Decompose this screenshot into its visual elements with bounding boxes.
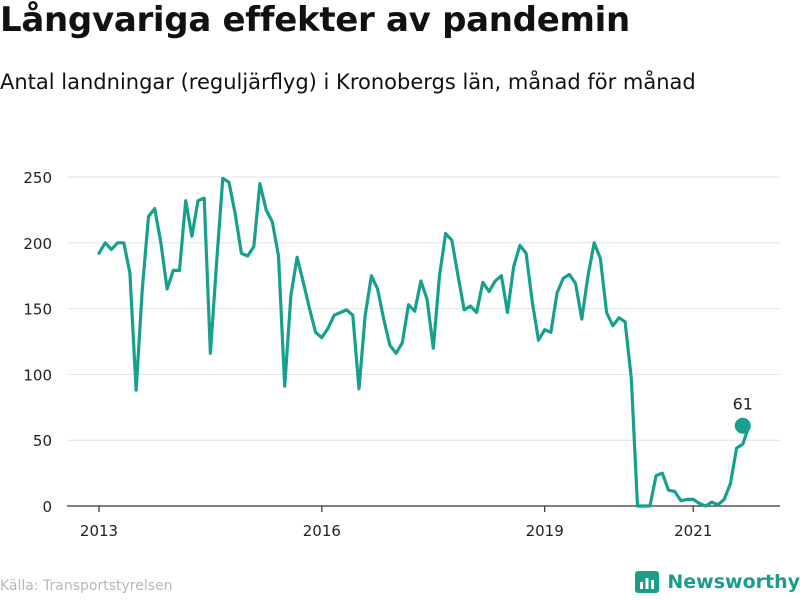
last-point-marker xyxy=(734,417,751,434)
y-tick-label: 100 xyxy=(23,366,52,384)
x-tick-label: 2019 xyxy=(526,522,564,540)
y-axis-ticks: 0 50 100 150 200 250 xyxy=(23,169,52,516)
newsworthy-chart-icon xyxy=(635,571,660,593)
series-line xyxy=(97,176,751,508)
brand-name: Newsworthy xyxy=(667,571,800,593)
y-tick-label: 200 xyxy=(23,235,52,253)
brand-logo: Newsworthy xyxy=(635,568,800,596)
gridlines xyxy=(67,176,780,441)
last-value-annotation: 61 xyxy=(733,395,753,434)
x-tick-label: 2013 xyxy=(80,522,118,540)
line-chart: 0 50 100 150 200 250 2013 2016 2019 2021 61 xyxy=(23,169,780,540)
source-note: Källa: Transportstyrelsen xyxy=(0,578,173,594)
y-tick-label: 0 xyxy=(42,498,52,516)
x-axis: 2013 2016 2019 2021 xyxy=(67,505,780,540)
last-value-label: 61 xyxy=(733,395,753,414)
chart-subtitle: Antal landningar (reguljärflyg) i Kronob… xyxy=(0,70,696,94)
data-line xyxy=(97,176,751,508)
chart-title: Långvariga effekter av pandemin xyxy=(0,0,630,40)
y-tick-label: 50 xyxy=(33,432,52,450)
x-tick-label: 2016 xyxy=(303,522,341,540)
y-tick-label: 150 xyxy=(23,301,52,319)
y-tick-label: 250 xyxy=(23,169,52,187)
x-tick-label: 2021 xyxy=(674,522,712,540)
